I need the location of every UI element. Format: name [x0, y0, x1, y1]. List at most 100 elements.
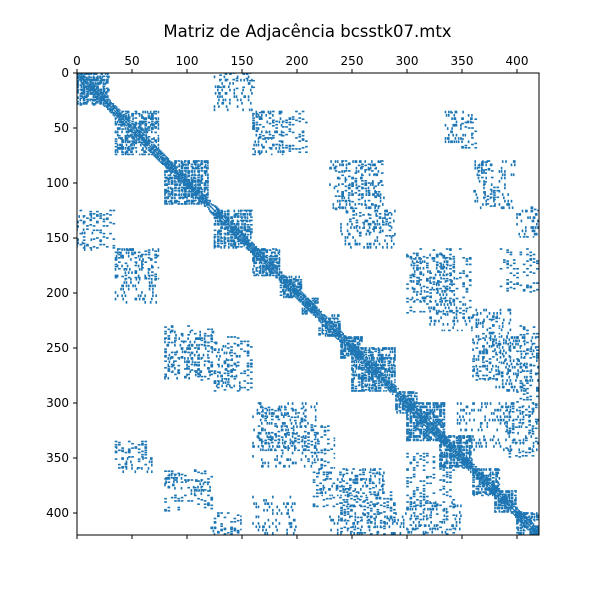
- nonzero-marker: [151, 130, 153, 133]
- nonzero-marker: [124, 147, 127, 149]
- nonzero-marker: [226, 228, 229, 230]
- nonzero-marker: [190, 170, 193, 172]
- nonzero-marker: [175, 193, 177, 195]
- nonzero-marker: [400, 393, 403, 395]
- nonzero-marker: [200, 186, 203, 189]
- nonzero-marker: [102, 79, 105, 82]
- nonzero-marker: [314, 305, 317, 307]
- nonzero-marker: [295, 293, 297, 295]
- nonzero-marker: [133, 132, 135, 135]
- nonzero-marker: [285, 280, 287, 282]
- nonzero-marker: [120, 125, 122, 127]
- nonzero-marker: [175, 174, 177, 177]
- nonzero-marker: [390, 385, 393, 388]
- nonzero-marker: [157, 138, 160, 140]
- nonzero-marker: [153, 151, 155, 153]
- nonzero-marker: [103, 75, 106, 78]
- nonzero-marker: [214, 236, 217, 238]
- nonzero-marker: [82, 76, 85, 79]
- nonzero-marker: [114, 117, 117, 119]
- nonzero-marker: [118, 119, 120, 122]
- nonzero-marker: [493, 489, 495, 491]
- nonzero-marker: [430, 424, 432, 426]
- nonzero-marker: [444, 440, 447, 443]
- nonzero-marker: [104, 100, 107, 103]
- nonzero-marker: [77, 84, 79, 86]
- nonzero-marker: [204, 200, 207, 203]
- nonzero-marker: [406, 402, 408, 404]
- nonzero-marker: [193, 192, 196, 194]
- nonzero-marker: [446, 442, 449, 445]
- nonzero-marker: [322, 314, 325, 316]
- nonzero-marker: [235, 227, 238, 229]
- nonzero-marker: [157, 120, 160, 123]
- nonzero-marker: [185, 171, 187, 173]
- nonzero-marker: [405, 404, 407, 406]
- nonzero-marker: [234, 247, 237, 249]
- nonzero-marker: [173, 164, 175, 167]
- nonzero-marker: [114, 112, 117, 115]
- nonzero-marker: [92, 83, 95, 85]
- nonzero-marker: [85, 96, 87, 98]
- nonzero-marker: [231, 233, 233, 236]
- nonzero-marker: [200, 181, 203, 183]
- nonzero-marker: [235, 236, 238, 238]
- nonzero-marker: [351, 345, 353, 347]
- nonzero-marker: [522, 514, 525, 516]
- nonzero-marker: [331, 332, 333, 335]
- nonzero-marker: [181, 188, 184, 191]
- nonzero-marker: [167, 200, 170, 203]
- nonzero-marker: [288, 281, 291, 283]
- nonzero-marker: [126, 150, 129, 152]
- nonzero-marker: [160, 152, 163, 155]
- nonzero-marker: [129, 153, 131, 156]
- nonzero-marker: [182, 184, 185, 186]
- nonzero-marker: [406, 401, 408, 403]
- nonzero-marker: [204, 188, 207, 191]
- nonzero-marker: [181, 203, 184, 205]
- nonzero-marker: [166, 162, 168, 164]
- nonzero-marker: [413, 412, 416, 414]
- nonzero-marker: [171, 163, 174, 166]
- nonzero-marker: [179, 180, 182, 182]
- nonzero-marker: [239, 229, 241, 232]
- nonzero-marker: [517, 508, 519, 511]
- nonzero-marker: [189, 187, 192, 190]
- nonzero-marker: [516, 506, 518, 509]
- nonzero-marker: [219, 217, 221, 219]
- nonzero-marker: [198, 194, 200, 196]
- nonzero-marker: [312, 314, 315, 316]
- nonzero-marker: [319, 312, 321, 314]
- nonzero-marker: [191, 170, 194, 172]
- nonzero-marker: [246, 209, 249, 212]
- nonzero-marker: [461, 458, 463, 460]
- nonzero-marker: [214, 210, 217, 213]
- nonzero-marker: [180, 203, 183, 205]
- nonzero-marker: [118, 108, 120, 111]
- nonzero-marker: [124, 153, 127, 156]
- nonzero-marker: [347, 341, 350, 344]
- nonzero-marker: [212, 211, 215, 214]
- nonzero-marker: [196, 166, 198, 169]
- nonzero-marker: [528, 521, 530, 523]
- nonzero-marker: [201, 175, 204, 178]
- nonzero-marker: [85, 86, 87, 89]
- nonzero-marker: [323, 315, 326, 317]
- nonzero-marker: [530, 530, 533, 533]
- nonzero-marker: [206, 199, 208, 202]
- nonzero-marker: [171, 176, 174, 179]
- nonzero-marker: [534, 529, 537, 532]
- nonzero-marker: [405, 402, 407, 404]
- nonzero-marker: [125, 118, 128, 120]
- nonzero-marker: [104, 92, 107, 94]
- nonzero-marker: [228, 227, 230, 229]
- nonzero-marker: [226, 227, 229, 229]
- nonzero-marker: [168, 163, 171, 166]
- nonzero-marker: [220, 209, 222, 212]
- nonzero-marker: [207, 176, 209, 179]
- nonzero-marker: [99, 83, 101, 85]
- nonzero-marker: [180, 196, 183, 199]
- nonzero-marker: [295, 292, 297, 294]
- nonzero-marker: [382, 373, 384, 376]
- nonzero-marker: [145, 130, 148, 133]
